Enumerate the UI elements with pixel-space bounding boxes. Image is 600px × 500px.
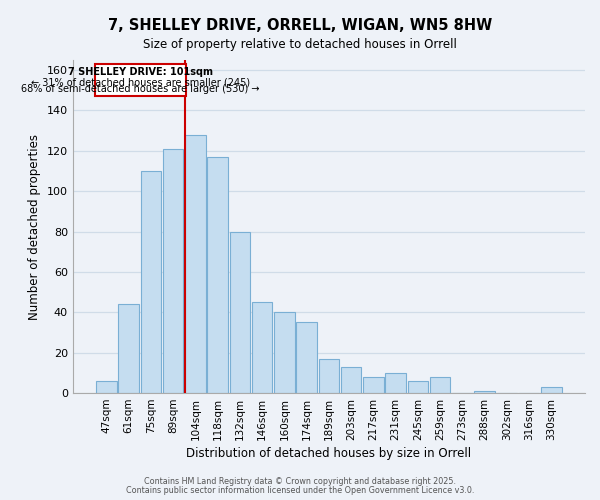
Bar <box>140 171 161 393</box>
Bar <box>408 381 428 393</box>
Text: ← 31% of detached houses are smaller (245): ← 31% of detached houses are smaller (24… <box>31 77 250 87</box>
Bar <box>252 302 272 393</box>
Bar <box>296 322 317 393</box>
FancyBboxPatch shape <box>95 64 185 96</box>
Text: 68% of semi-detached houses are larger (530) →: 68% of semi-detached houses are larger (… <box>21 84 260 94</box>
Bar <box>319 359 339 393</box>
Text: 7, SHELLEY DRIVE, ORRELL, WIGAN, WN5 8HW: 7, SHELLEY DRIVE, ORRELL, WIGAN, WN5 8HW <box>108 18 492 32</box>
Bar <box>96 381 116 393</box>
Bar <box>163 149 184 393</box>
Bar <box>185 134 206 393</box>
Bar <box>230 232 250 393</box>
Bar <box>385 373 406 393</box>
Text: Size of property relative to detached houses in Orrell: Size of property relative to detached ho… <box>143 38 457 51</box>
Bar <box>541 387 562 393</box>
Bar <box>430 377 451 393</box>
Text: Contains HM Land Registry data © Crown copyright and database right 2025.: Contains HM Land Registry data © Crown c… <box>144 477 456 486</box>
Bar <box>274 312 295 393</box>
Text: 7 SHELLEY DRIVE: 101sqm: 7 SHELLEY DRIVE: 101sqm <box>68 67 213 77</box>
Bar <box>475 391 495 393</box>
Text: Contains public sector information licensed under the Open Government Licence v3: Contains public sector information licen… <box>126 486 474 495</box>
Bar <box>341 367 361 393</box>
Bar <box>208 157 228 393</box>
X-axis label: Distribution of detached houses by size in Orrell: Distribution of detached houses by size … <box>187 447 472 460</box>
Y-axis label: Number of detached properties: Number of detached properties <box>28 134 41 320</box>
Bar <box>118 304 139 393</box>
Bar <box>363 377 383 393</box>
